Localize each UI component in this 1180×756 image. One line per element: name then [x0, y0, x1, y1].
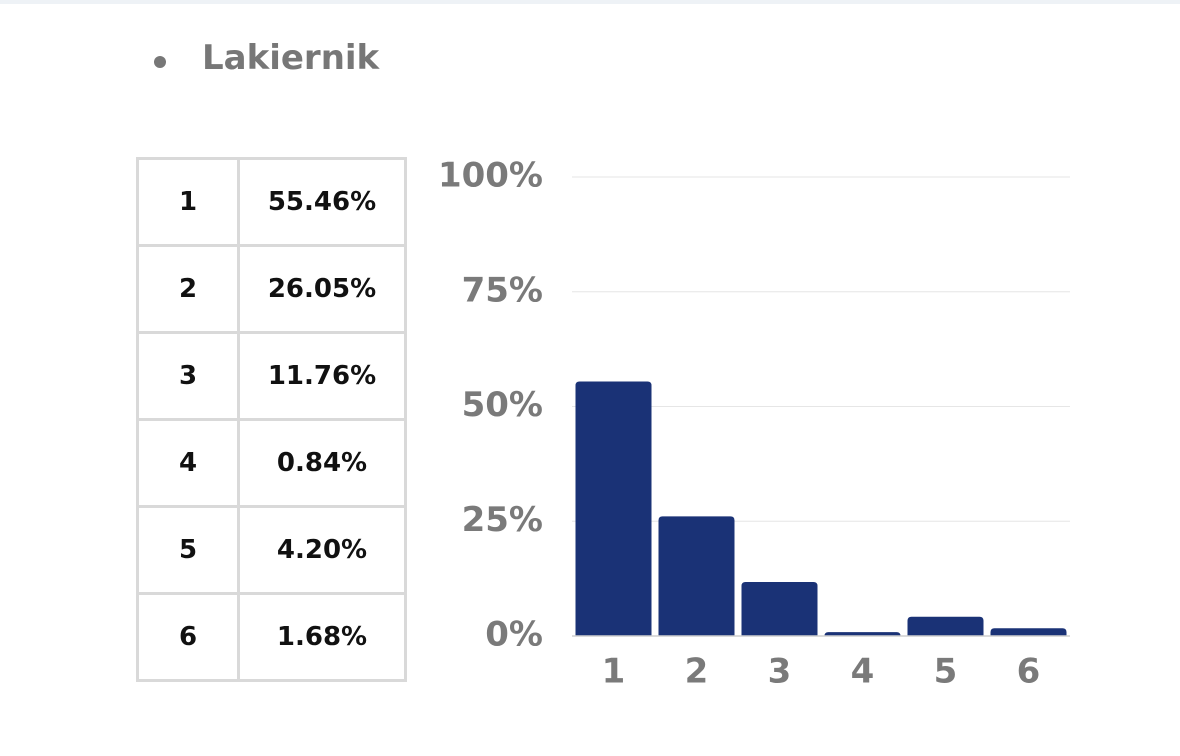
table-row: 3 11.76%: [136, 331, 407, 421]
y-tick-label: 100%: [438, 156, 543, 196]
bar: [990, 628, 1067, 636]
y-tick-label: 25%: [462, 500, 543, 540]
rank-cell: 4: [136, 418, 240, 508]
percent-cell: 11.76%: [237, 331, 407, 421]
table-row: 5 4.20%: [136, 505, 407, 595]
percent-cell: 26.05%: [237, 244, 407, 334]
table-row: 4 0.84%: [136, 418, 407, 508]
x-tick-label: 1: [602, 652, 626, 692]
section-heading: Lakiernik: [202, 38, 380, 78]
y-tick-label: 50%: [462, 385, 543, 425]
bar: [658, 516, 735, 636]
value-table: 1 55.46% 2 26.05% 3 11.76% 4 0.84% 5 4.20% 6 1.68%: [136, 157, 407, 682]
percent-cell: 0.84%: [237, 418, 407, 508]
x-tick-label: 3: [768, 652, 792, 692]
bar: [824, 632, 901, 636]
x-tick-label: 5: [934, 652, 958, 692]
top-border: [0, 0, 1180, 4]
rank-cell: 2: [136, 244, 240, 334]
rank-cell: 5: [136, 505, 240, 595]
percent-cell: 4.20%: [237, 505, 407, 595]
rank-cell: 1: [136, 157, 240, 247]
y-tick-label: 0%: [485, 615, 543, 655]
table-row: 1 55.46%: [136, 157, 407, 247]
table-row: 2 26.05%: [136, 244, 407, 334]
x-tick-label: 2: [685, 652, 709, 692]
table-row: 6 1.68%: [136, 592, 407, 682]
table-body: 1 55.46% 2 26.05% 3 11.76% 4 0.84% 5 4.20% 6 1.68%: [136, 157, 407, 682]
rank-cell: 6: [136, 592, 240, 682]
x-tick-label: 4: [851, 652, 875, 692]
bar: [741, 582, 818, 636]
bullet: [154, 56, 166, 68]
bar: [907, 616, 984, 636]
rank-cell: 3: [136, 331, 240, 421]
percent-cell: 1.68%: [237, 592, 407, 682]
y-tick-label: 75%: [462, 270, 543, 310]
percent-cell: 55.46%: [237, 157, 407, 247]
x-tick-label: 6: [1017, 652, 1041, 692]
bar: [575, 381, 652, 636]
